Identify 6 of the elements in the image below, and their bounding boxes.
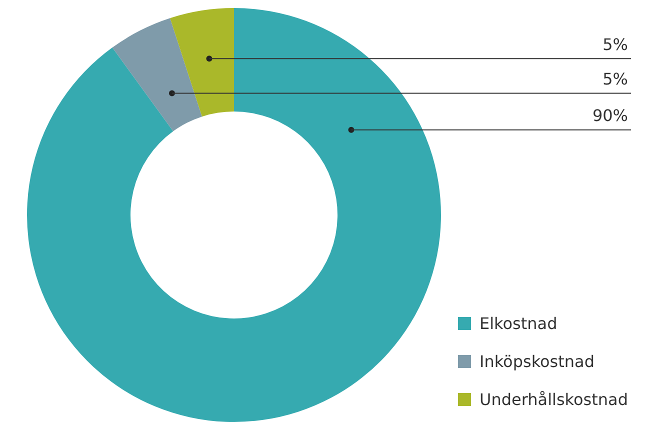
legend-label: Inköpskostnad [479,352,595,370]
data-label: 5% [602,69,628,88]
legend-label: Underhållskostnad [479,390,628,408]
legend-label: Elkostnad [479,314,558,332]
data-label: 5% [602,34,628,54]
data-label: 90% [592,106,628,125]
